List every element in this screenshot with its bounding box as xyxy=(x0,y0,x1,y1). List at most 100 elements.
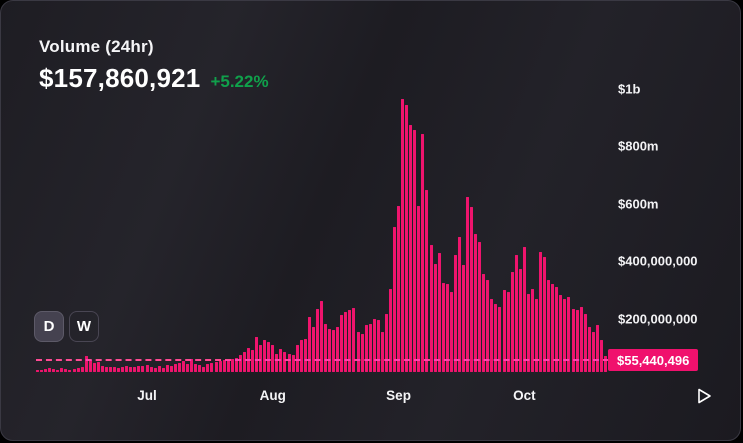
volume-bar[interactable] xyxy=(364,325,368,372)
volume-bar[interactable] xyxy=(68,370,72,372)
volume-bar[interactable] xyxy=(218,361,222,372)
volume-bar[interactable] xyxy=(466,196,470,372)
volume-bar[interactable] xyxy=(449,292,453,372)
volume-bar[interactable] xyxy=(461,265,465,372)
volume-bar[interactable] xyxy=(372,318,376,372)
volume-bar[interactable] xyxy=(567,297,571,372)
volume-bar[interactable] xyxy=(100,366,104,372)
volume-bar[interactable] xyxy=(52,369,56,372)
volume-bar[interactable] xyxy=(494,303,498,372)
volume-bar[interactable] xyxy=(575,310,579,372)
volume-bar[interactable] xyxy=(283,351,287,372)
volume-bar[interactable] xyxy=(88,359,92,372)
volume-bar[interactable] xyxy=(599,340,603,372)
volume-bar[interactable] xyxy=(319,301,323,372)
volume-bar[interactable] xyxy=(104,367,108,372)
volume-bar[interactable] xyxy=(194,363,198,372)
volume-bar[interactable] xyxy=(559,295,563,372)
volume-bar[interactable] xyxy=(535,299,538,372)
volume-bar[interactable] xyxy=(263,340,267,372)
volume-bar[interactable] xyxy=(165,365,169,372)
volume-bar[interactable] xyxy=(555,287,559,372)
volume-bar[interactable] xyxy=(267,342,271,372)
volume-bar[interactable] xyxy=(271,345,275,372)
volume-bar[interactable] xyxy=(530,288,534,372)
volume-bar[interactable] xyxy=(210,363,214,372)
volume-bar[interactable] xyxy=(360,333,364,372)
volume-bar[interactable] xyxy=(445,284,449,372)
volume-bar[interactable] xyxy=(470,206,474,372)
volume-bar[interactable] xyxy=(177,363,181,372)
volume-bar[interactable] xyxy=(242,351,246,372)
volume-bar[interactable] xyxy=(36,369,39,372)
volume-bar[interactable] xyxy=(113,367,117,372)
volume-bar[interactable] xyxy=(230,359,234,372)
volume-bar[interactable] xyxy=(482,274,486,372)
volume-bar[interactable] xyxy=(117,367,121,372)
volume-bar[interactable] xyxy=(397,205,401,372)
volume-bar[interactable] xyxy=(591,332,595,372)
volume-bar[interactable] xyxy=(324,323,328,372)
volume-bar[interactable] xyxy=(498,307,502,372)
volume-bar[interactable] xyxy=(563,299,567,372)
volume-bar[interactable] xyxy=(96,361,100,372)
volume-bar[interactable] xyxy=(234,357,238,372)
volume-bar[interactable] xyxy=(514,255,518,372)
volume-bar[interactable] xyxy=(307,317,311,372)
volume-bar[interactable] xyxy=(376,320,380,372)
volume-bar[interactable] xyxy=(474,234,478,372)
volume-bar[interactable] xyxy=(328,328,332,372)
volume-bar[interactable] xyxy=(109,367,113,372)
volume-bar[interactable] xyxy=(145,365,149,372)
volume-bar[interactable] xyxy=(543,257,547,372)
volume-bar[interactable] xyxy=(421,133,425,372)
volume-bar[interactable] xyxy=(522,247,526,372)
volume-bar[interactable] xyxy=(153,367,157,372)
volume-bar[interactable] xyxy=(393,227,397,372)
volume-bar[interactable] xyxy=(186,363,190,372)
volume-bar[interactable] xyxy=(40,370,44,372)
volume-bar[interactable] xyxy=(595,325,599,372)
volume-bar[interactable] xyxy=(405,105,409,372)
volume-bar[interactable] xyxy=(303,338,307,372)
volume-bar[interactable] xyxy=(133,367,137,372)
volume-bar[interactable] xyxy=(259,345,263,372)
volume-bar[interactable] xyxy=(137,366,141,372)
volume-bar[interactable] xyxy=(417,205,421,372)
volume-bar[interactable] xyxy=(198,365,202,372)
volume-bar[interactable] xyxy=(441,283,445,372)
volume-bar[interactable] xyxy=(583,314,587,372)
volume-bar[interactable] xyxy=(388,288,392,372)
volume-bar[interactable] xyxy=(332,330,336,372)
volume-bar[interactable] xyxy=(579,307,583,372)
volume-bar[interactable] xyxy=(125,366,129,372)
volume-bar[interactable] xyxy=(84,355,88,372)
volume-bar[interactable] xyxy=(287,353,291,372)
volume-bar[interactable] xyxy=(401,99,405,372)
volume-bar[interactable] xyxy=(433,264,437,372)
next-arrow-button[interactable] xyxy=(692,386,716,408)
volume-bar[interactable] xyxy=(336,326,340,372)
volume-bar[interactable] xyxy=(295,345,299,372)
volume-bar[interactable] xyxy=(315,308,319,372)
volume-bar[interactable] xyxy=(429,245,433,372)
volume-bar[interactable] xyxy=(121,367,125,372)
volume-bar[interactable] xyxy=(547,280,551,372)
volume-bar[interactable] xyxy=(352,307,356,372)
volume-bar[interactable] xyxy=(299,340,303,372)
volume-bar[interactable] xyxy=(539,252,543,372)
volume-bar[interactable] xyxy=(526,294,530,372)
volume-bar[interactable] xyxy=(226,359,230,372)
volume-bar[interactable] xyxy=(453,255,457,372)
volume-bar[interactable] xyxy=(486,280,490,372)
volume-bar[interactable] xyxy=(76,367,80,372)
volume-bar[interactable] xyxy=(506,292,510,372)
volume-bar[interactable] xyxy=(409,124,413,372)
volume-bar[interactable] xyxy=(169,365,173,372)
volume-bar[interactable] xyxy=(64,369,68,372)
volume-bar[interactable] xyxy=(344,312,348,372)
volume-bar[interactable] xyxy=(190,359,194,372)
volume-bar[interactable] xyxy=(56,370,60,372)
volume-bar[interactable] xyxy=(251,350,255,372)
volume-bar[interactable] xyxy=(413,129,417,372)
